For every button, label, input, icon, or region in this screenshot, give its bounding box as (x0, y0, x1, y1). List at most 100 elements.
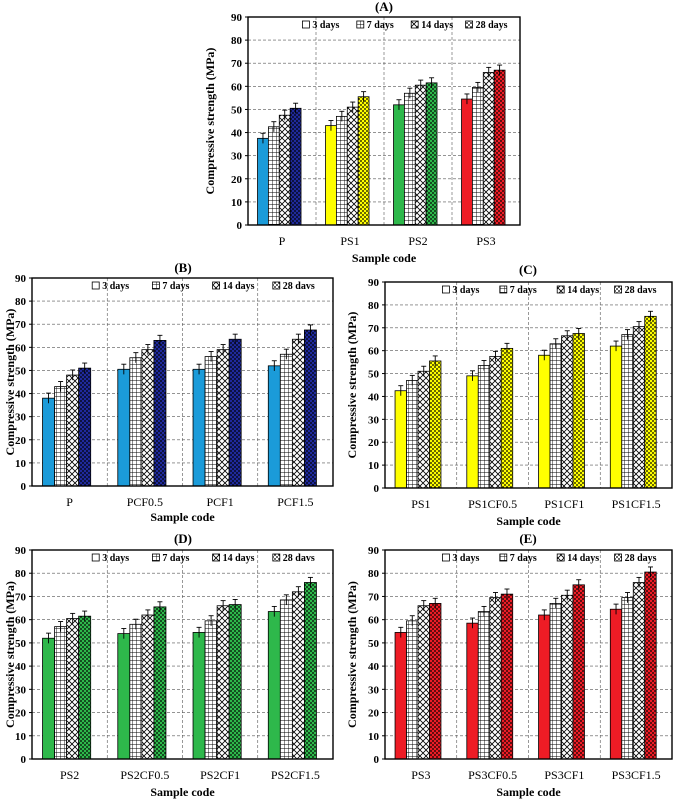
legend-label: 14 days (223, 553, 255, 564)
chart-panel-1: (B) 0 10 20 30 40 50 60 70 80 90 P PCF0.5 PCF1 PCF1.5 3… (3, 260, 334, 524)
bar-PCF1.5-3-days (267, 365, 281, 487)
legend-swatch (465, 20, 474, 29)
legend-swatch (91, 281, 100, 290)
legend-label: 14 days (567, 285, 599, 296)
y-tick-label: 0 (21, 481, 27, 493)
bar-PS1CF1-14-days (561, 335, 574, 489)
legend-label: 3 days (102, 553, 129, 564)
legend-label: 7 days (162, 281, 189, 292)
bar-PS2-7-days (403, 92, 416, 226)
x-tick-label: PS1CF0.5 (468, 497, 517, 511)
y-tick-label: 90 (15, 273, 27, 285)
bar-PS1CF1-28-days (572, 333, 585, 489)
bar-PCF0.5-28-days (153, 339, 167, 487)
y-tick-label: 10 (231, 197, 243, 209)
y-tick-label: 70 (368, 591, 380, 603)
y-tick-label: 30 (15, 684, 27, 696)
y-tick-label: 10 (15, 731, 27, 743)
x-tick-label: P (66, 495, 73, 509)
y-tick-label: 60 (368, 615, 380, 627)
y-tick-label: 90 (368, 277, 380, 289)
bar-PS1-3-days (394, 390, 407, 489)
bar-PS3-28-days (429, 603, 442, 760)
bar-PCF1-3-days (192, 368, 206, 487)
y-tick-label: 60 (231, 81, 243, 93)
bar-PS1CF0.5-7-days (477, 365, 491, 489)
y-tick-label: 70 (231, 58, 243, 70)
bar-PS2CF0.5-28-days (153, 606, 167, 760)
bar-PS1-3-days (325, 125, 337, 226)
legend-label: 7 days (162, 553, 189, 564)
legend-label: 3 days (312, 20, 339, 31)
x-tick-label: PS1 (340, 234, 359, 248)
bar-PS1-28-days (429, 360, 442, 489)
bar-PS2-7-days (54, 626, 68, 760)
legend-swatch (91, 553, 100, 562)
bar-PS3CF0.5-3-days (466, 622, 479, 760)
legend-label: 7 days (510, 553, 537, 564)
legend-swatch (499, 285, 508, 294)
x-tick-label: PS2CF0.5 (120, 768, 169, 782)
plot-frame (31, 549, 334, 760)
chart-panel-4: (E) 0 10 20 30 40 50 60 70 80 90 PS3 PS3CF0.5 PS3CF1 P… (345, 531, 673, 799)
x-tick-label: PCF1 (206, 495, 233, 509)
legend-swatch (301, 20, 310, 29)
y-tick-label: 40 (368, 391, 380, 403)
bar-PS2CF1.5-28-days (304, 582, 317, 760)
y-tick-label: 20 (15, 435, 27, 447)
y-tick-label: 20 (15, 708, 27, 720)
panel-title: (D) (174, 531, 192, 546)
y-axis-label: Compressive strength (MPa) (3, 309, 17, 456)
y-tick-label: 90 (15, 545, 27, 557)
y-tick-label: 30 (15, 412, 27, 424)
x-axis-label: Sample code (150, 785, 215, 799)
y-tick-label: 40 (15, 661, 27, 673)
bar-PS2CF1-3-days (192, 632, 206, 760)
bar-PCF0.5-14-days (141, 349, 155, 487)
x-tick-label: P (279, 234, 286, 248)
bar-PS1-28-days (357, 96, 370, 226)
y-tick-label: 20 (231, 174, 243, 186)
bar-PS2-28-days (425, 82, 438, 226)
bar-PS2CF0.5-14-days (141, 614, 155, 760)
bar-PS1CF1.5-7-days (621, 334, 634, 489)
bar-PS2-14-days (414, 84, 427, 226)
y-tick-label: 30 (368, 414, 380, 426)
bar-PCF1.5-28-days (304, 329, 317, 487)
x-tick-label: PS1CF1.5 (612, 497, 661, 511)
y-tick-label: 10 (368, 460, 380, 472)
legend-swatch (499, 553, 508, 562)
y-tick-label: 0 (374, 483, 380, 495)
bar-PS3-14-days (417, 605, 430, 760)
legend-swatch (441, 553, 450, 562)
legend-label: 28 davs (625, 285, 657, 296)
bar-PS2-28-days (78, 615, 92, 760)
plot-frame (247, 16, 521, 226)
panel-title: (A) (375, 0, 393, 14)
bar-PS1CF0.5-28-days (500, 347, 514, 489)
y-tick-label: 20 (368, 437, 380, 449)
legend-swatch (151, 281, 160, 290)
y-tick-label: 30 (368, 684, 380, 696)
bar-PS1-7-days (406, 380, 419, 489)
legend-label: 14 days (223, 281, 255, 292)
chart-panel-3: (D) 0 10 20 30 40 50 60 70 80 90 PS2 PS2CF0.5 PS2CF1 P… (3, 531, 334, 799)
x-tick-label: PS3CF1.5 (612, 768, 661, 782)
bar-PCF1.5-7-days (279, 353, 293, 487)
bar-PS3-7-days (406, 620, 419, 760)
legend-swatch (212, 281, 221, 290)
y-tick-label: 70 (368, 323, 380, 335)
legend-swatch (410, 20, 419, 29)
bar-PS3-14-days (482, 72, 495, 226)
bar-P-28-days (78, 367, 92, 487)
x-tick-label: PCF1.5 (277, 495, 313, 509)
legend-swatch (272, 281, 281, 290)
bar-PS1-14-days (346, 106, 359, 226)
bar-P-14-days (66, 374, 80, 487)
bar-PS2-3-days (393, 104, 405, 226)
y-tick-label: 50 (231, 104, 243, 116)
legend-swatch (212, 553, 221, 562)
bar-PS2CF1.5-3-days (267, 611, 281, 760)
panel-title: (C) (519, 262, 537, 277)
